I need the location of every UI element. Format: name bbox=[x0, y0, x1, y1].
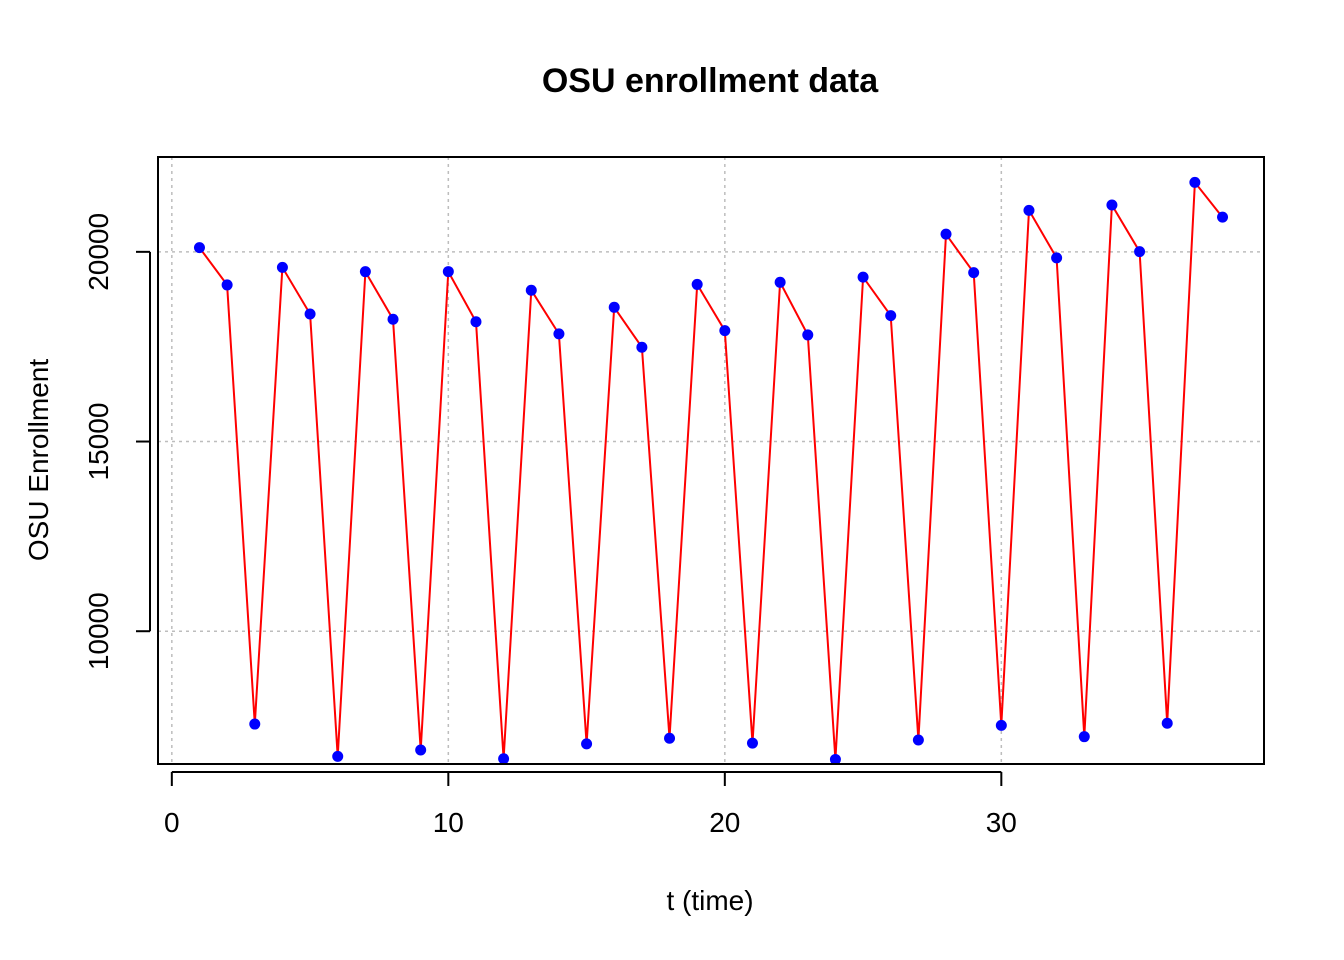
data-point bbox=[885, 310, 897, 322]
data-point bbox=[359, 266, 371, 278]
y-axis: 10000 15000 20000 bbox=[83, 213, 151, 670]
x-axis: 0 10 20 30 bbox=[164, 771, 1017, 838]
data-point bbox=[664, 732, 676, 744]
data-point bbox=[857, 271, 869, 283]
x-tick-label: 20 bbox=[709, 807, 740, 838]
data-point bbox=[276, 261, 288, 273]
data-point bbox=[525, 284, 537, 296]
data-point bbox=[498, 753, 510, 765]
y-tick-label: 15000 bbox=[83, 403, 114, 481]
data-point bbox=[636, 341, 648, 353]
x-tick-label: 30 bbox=[986, 807, 1017, 838]
data-point bbox=[608, 301, 620, 313]
data-point bbox=[774, 276, 786, 288]
data-point bbox=[940, 228, 952, 240]
x-tick-label: 0 bbox=[164, 807, 180, 838]
data-point bbox=[1134, 246, 1146, 258]
data-point bbox=[553, 328, 565, 340]
data-point bbox=[746, 737, 758, 749]
x-tick-label: 10 bbox=[433, 807, 464, 838]
data-point bbox=[415, 744, 427, 756]
data-point bbox=[802, 329, 814, 341]
x-axis-label: t (time) bbox=[666, 885, 753, 916]
series-line bbox=[198, 179, 1224, 760]
y-tick-label: 20000 bbox=[83, 213, 114, 291]
chart-title: OSU enrollment data bbox=[542, 62, 879, 100]
data-point bbox=[249, 718, 261, 730]
y-axis-label: OSU Enrollment bbox=[23, 359, 54, 562]
data-point bbox=[719, 325, 731, 337]
data-point bbox=[387, 313, 399, 325]
data-point bbox=[912, 734, 924, 746]
data-point bbox=[1051, 252, 1063, 264]
data-point bbox=[581, 738, 593, 750]
plot-frame bbox=[157, 156, 1265, 765]
data-point bbox=[1078, 731, 1090, 743]
data-point bbox=[968, 267, 980, 279]
data-point bbox=[1161, 717, 1173, 729]
y-tick-label: 10000 bbox=[83, 592, 114, 670]
data-point bbox=[332, 750, 344, 762]
grid bbox=[158, 157, 1264, 764]
data-point bbox=[1106, 199, 1118, 211]
data-point bbox=[193, 242, 205, 254]
data-point bbox=[995, 719, 1007, 731]
data-point bbox=[304, 308, 316, 320]
data-point bbox=[442, 266, 454, 278]
data-point bbox=[1189, 176, 1201, 188]
data-point bbox=[1217, 211, 1229, 223]
data-point bbox=[221, 279, 233, 291]
data-point bbox=[1023, 204, 1035, 216]
data-point bbox=[470, 316, 482, 328]
data-series bbox=[193, 176, 1229, 765]
data-point bbox=[691, 278, 703, 290]
data-point bbox=[829, 753, 841, 765]
